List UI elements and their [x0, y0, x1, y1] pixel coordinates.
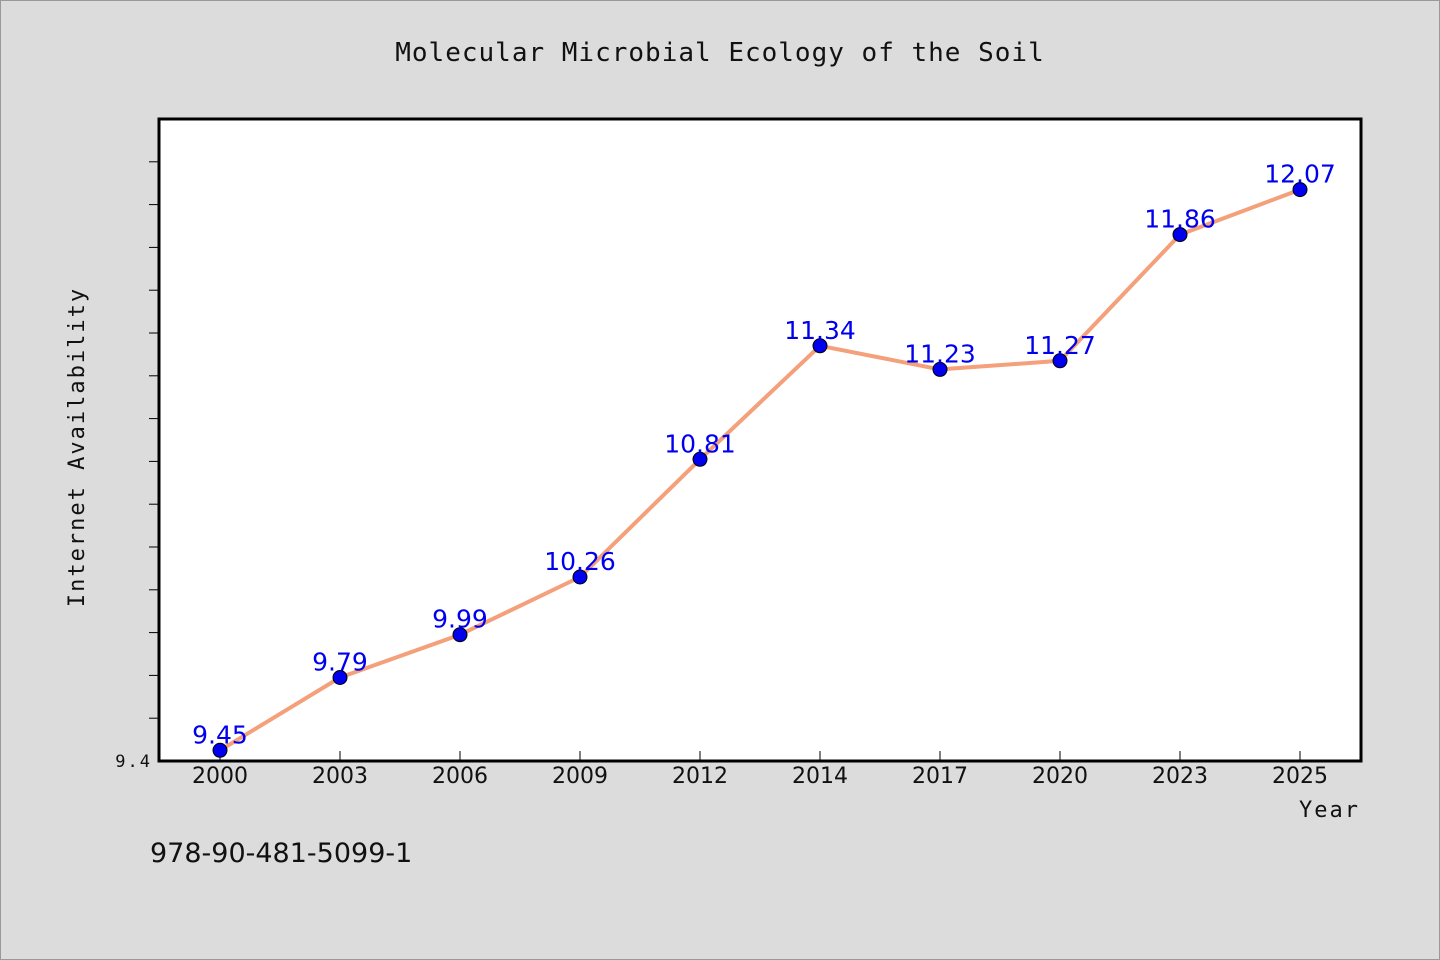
- chart-title: Molecular Microbial Ecology of the Soil: [395, 38, 1044, 68]
- data-label: 9.45: [192, 720, 248, 749]
- data-label: 9.99: [432, 605, 488, 634]
- x-tick-label: 2006: [432, 764, 488, 789]
- data-label: 10.81: [664, 429, 736, 458]
- data-label: 12.07: [1264, 160, 1336, 189]
- x-tick-label: 2017: [912, 764, 968, 789]
- data-label: 9.79: [312, 648, 368, 677]
- y-axis-title: Internet Availability: [65, 287, 90, 607]
- x-tick-label: 2023: [1152, 764, 1208, 789]
- plot-area: [157, 117, 1363, 763]
- x-tick-label: 2012: [672, 764, 728, 789]
- x-tick-label: 2003: [312, 764, 368, 789]
- x-tick-labels-group: 2000 2003 2006 2009 2012 2014 2017 2020 2023 2025: [192, 764, 1328, 789]
- isbn-text: 978-90-481-5099-1: [150, 838, 412, 869]
- x-tick-label: 2025: [1272, 764, 1328, 789]
- y-tick-label-min: 9.4: [115, 752, 152, 772]
- data-label: 11.27: [1024, 331, 1096, 360]
- data-point: [332, 670, 348, 685]
- series-markers-group: [212, 182, 1308, 758]
- series-line: [218, 187, 1301, 753]
- data-point: [812, 338, 828, 354]
- data-point: [1292, 182, 1308, 198]
- data-label: 11.86: [1144, 205, 1216, 234]
- x-tick-label: 2020: [1032, 764, 1088, 789]
- data-point: [212, 742, 228, 758]
- data-point: [452, 627, 468, 643]
- data-point: [932, 361, 948, 377]
- data-label: 10.26: [544, 547, 616, 576]
- y-axis-ticks: [149, 161, 159, 719]
- data-labels-group: 9.45 9.79 9.99 10.26 10.81 11.34 11.23 11.27 11.…: [192, 160, 1336, 750]
- data-point: [692, 451, 708, 467]
- data-point: [1172, 227, 1188, 243]
- x-tick-label: 2014: [792, 764, 848, 789]
- x-tick-label: 2009: [552, 764, 608, 789]
- x-tick-label: 2000: [192, 764, 248, 789]
- data-label: 11.23: [904, 339, 976, 368]
- data-point: [1052, 353, 1068, 369]
- data-label: 11.34: [784, 316, 856, 345]
- series-line-group: [218, 187, 1301, 753]
- x-axis-title: Year: [1299, 798, 1360, 823]
- data-point: [572, 569, 588, 585]
